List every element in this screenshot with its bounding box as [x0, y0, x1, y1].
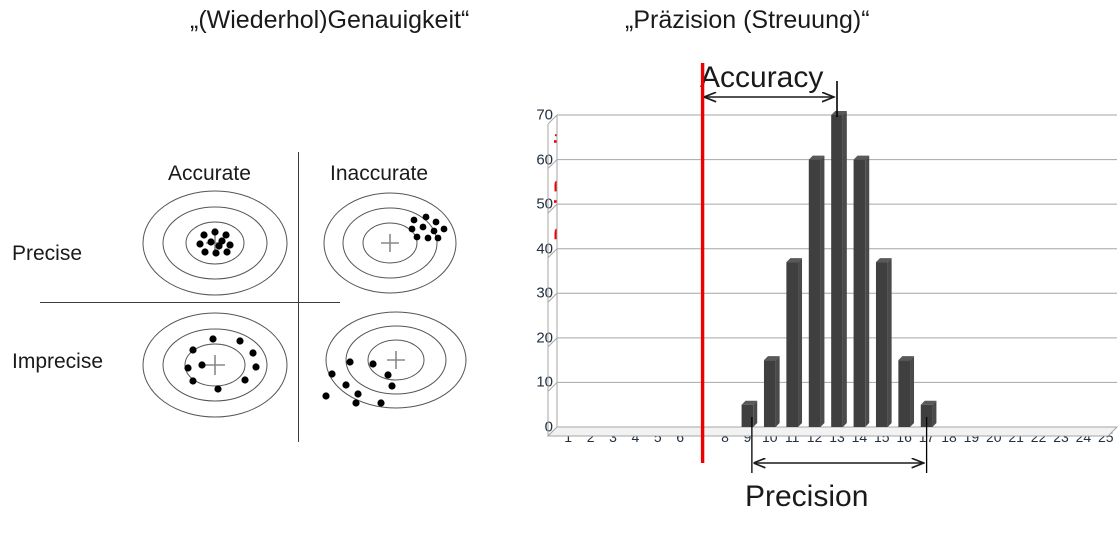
bar-front-15	[875, 262, 888, 427]
axis-depth-tick-40	[547, 248, 558, 259]
bar-front-11	[786, 262, 799, 427]
y-tick-40: 40	[536, 240, 553, 258]
bar-11	[786, 258, 803, 427]
axis-depth-tick-60	[547, 159, 558, 169]
bar-top-13	[831, 111, 847, 115]
chart-plot-area	[546, 63, 1119, 473]
axis-depth-tick-30	[547, 292, 558, 303]
bar-side-11	[798, 258, 803, 427]
bar-13	[831, 111, 847, 427]
x-tick-6: 6	[676, 429, 685, 445]
target-svg-accurate-precise	[142, 190, 288, 296]
x-tick-1: 1	[564, 429, 573, 445]
axis-depth-tick-70	[547, 114, 558, 125]
precision-histogram-chart: Accuracy Precision Real Result 010203040…	[505, 55, 1120, 533]
bar-16	[898, 356, 915, 427]
matrix-vertical-divider	[298, 152, 299, 442]
target-accurate-precise	[140, 188, 290, 303]
bar-side-9	[753, 400, 758, 427]
matrix-row-label-imprecise: Imprecise	[12, 350, 104, 373]
page-title-right: „Präzision (Streuung)“	[625, 6, 870, 34]
bar-front-10	[763, 360, 776, 427]
y-tick-30: 30	[536, 284, 553, 302]
matrix-column-label-accurate: Accurate	[168, 162, 251, 185]
x-tick-9: 9	[743, 429, 752, 445]
bullseye-crosshair-icon	[387, 351, 405, 369]
x-tick-2: 2	[586, 429, 595, 445]
bar-12	[808, 155, 825, 428]
bullseye-crosshair-icon	[381, 234, 399, 252]
bar-top-17	[920, 400, 937, 405]
matrix-column-label-inaccurate: Inaccurate	[330, 162, 429, 185]
target-svg-inaccurate-imprecise	[322, 311, 467, 409]
bar-top-14	[853, 155, 870, 160]
bar-top-9	[741, 400, 758, 405]
bar-side-14	[865, 155, 870, 428]
bar-top-16	[898, 356, 915, 361]
y-tick-60: 60	[536, 151, 553, 169]
bar-9	[741, 400, 758, 427]
bar-side-10	[775, 356, 780, 427]
axis-depth-tick-20	[547, 337, 558, 348]
bar-side-12	[820, 155, 825, 428]
y-tick-70: 70	[536, 106, 553, 124]
matrix-horizontal-divider	[40, 302, 340, 303]
axis-depth-tick-10	[547, 382, 558, 392]
bar-front-12	[808, 159, 821, 428]
target-inaccurate-imprecise	[318, 310, 478, 435]
target-inaccurate-precise	[318, 188, 468, 303]
bar-14	[853, 155, 870, 428]
bar-top-12	[808, 155, 825, 160]
y-axis-tick-labels: 0 10 20 30 40 50 60 70	[505, 55, 553, 475]
bar-17	[920, 400, 937, 427]
precision-annotation-label: Precision	[745, 480, 869, 513]
bar-side-17	[932, 400, 937, 427]
bar-front-16	[898, 360, 911, 427]
y-tick-20: 20	[536, 329, 553, 347]
matrix-row-label-precise: Precise	[12, 242, 83, 265]
bar-front-17	[920, 404, 933, 427]
y-tick-0: 0	[544, 418, 553, 436]
target-accurate-imprecise	[140, 310, 290, 425]
y-tick-10: 10	[536, 373, 553, 391]
axis-depth-tick-50	[547, 203, 558, 214]
target-matrix-diagram: Accurate Inaccurate Precise Imprecise	[0, 150, 500, 450]
bar-side-16	[910, 356, 915, 427]
bar-15	[875, 258, 892, 427]
bar-front-9	[741, 404, 754, 427]
bar-10	[763, 356, 780, 427]
target-svg-inaccurate-precise	[323, 192, 457, 294]
bar-front-14	[853, 159, 866, 428]
target-svg-accurate-imprecise	[142, 312, 288, 418]
x-tick-4: 4	[631, 429, 640, 445]
bar-front-13	[831, 115, 843, 427]
bar-top-15	[875, 258, 892, 263]
chart-floor	[546, 426, 1119, 437]
accuracy-annotation-label: Accuracy	[700, 61, 824, 94]
x-tick-3: 3	[609, 429, 617, 445]
bar-top-10	[763, 356, 780, 361]
bar-side-13	[842, 111, 847, 427]
x-tick-8: 8	[721, 429, 729, 445]
bar-side-15	[887, 258, 892, 427]
page-title-left: „(Wiederhol)Genauigkeit“	[190, 6, 470, 34]
x-tick-5: 5	[653, 429, 662, 445]
y-tick-50: 50	[536, 195, 553, 213]
bar-top-11	[786, 258, 803, 263]
bullseye-crosshair-icon	[205, 355, 225, 375]
